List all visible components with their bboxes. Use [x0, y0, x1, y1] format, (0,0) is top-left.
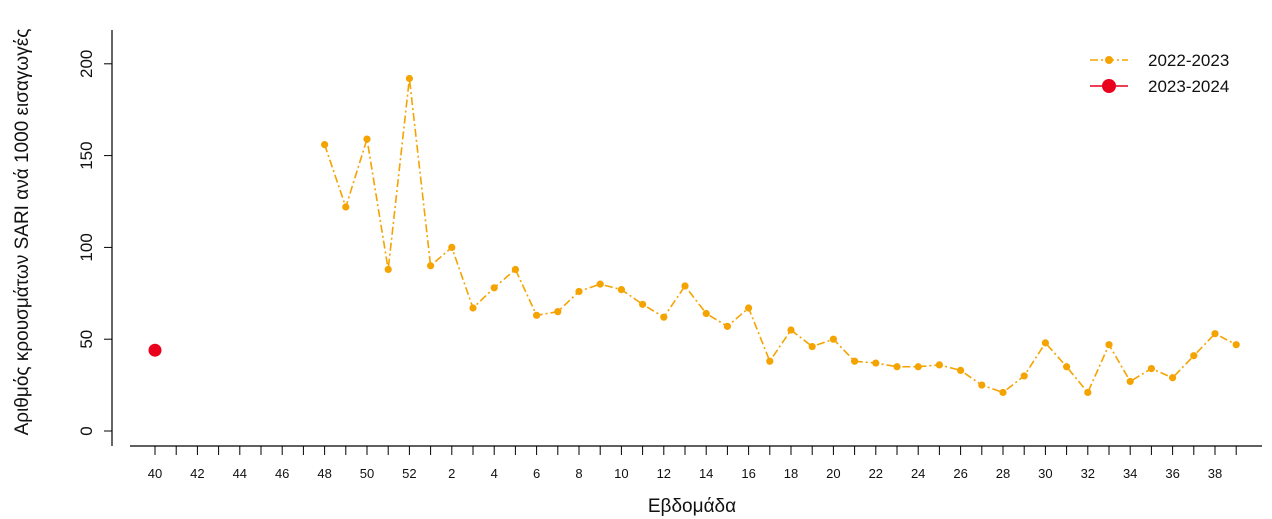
x-tick-label: 4	[491, 466, 498, 481]
data-point	[681, 282, 689, 290]
data-point	[1232, 341, 1240, 349]
x-tick-label: 26	[953, 466, 967, 481]
x-tick-label: 42	[190, 466, 204, 481]
x-tick-label: 36	[1165, 466, 1179, 481]
x-tick-label: 24	[911, 466, 925, 481]
data-point	[448, 243, 456, 251]
data-point	[148, 343, 162, 357]
data-point	[511, 265, 519, 274]
x-tick-label: 48	[317, 466, 331, 481]
data-point	[829, 335, 838, 343]
data-point	[808, 342, 816, 351]
data-point	[639, 300, 647, 308]
data-point	[1105, 341, 1113, 349]
data-point	[363, 135, 371, 143]
data-point	[1063, 363, 1071, 371]
data-point	[1020, 372, 1028, 380]
data-point	[384, 265, 392, 274]
data-point	[533, 311, 541, 319]
data-point	[893, 363, 901, 371]
x-tick-label: 8	[575, 466, 582, 481]
series-layer	[148, 74, 1240, 397]
x-tick-label: 16	[741, 466, 755, 481]
data-point	[935, 361, 944, 369]
legend: 2022-2023 2023-2024	[1090, 51, 1229, 96]
x-tick-label: 40	[148, 466, 162, 481]
data-point	[427, 262, 435, 270]
data-point	[1084, 388, 1092, 397]
data-point	[957, 366, 965, 375]
y-tick-label: 0	[77, 426, 96, 435]
data-point	[596, 280, 604, 288]
x-tick-label: 34	[1123, 466, 1137, 481]
legend-label-2022-2023: 2022-2023	[1148, 51, 1229, 70]
data-point	[1147, 364, 1155, 373]
x-tick-label: 22	[869, 466, 883, 481]
x-tick-label: 52	[402, 466, 416, 481]
data-point	[1041, 339, 1049, 347]
data-point	[999, 388, 1007, 397]
x-tick-label: 12	[657, 466, 671, 481]
data-point	[745, 304, 753, 312]
x-tick-label: 30	[1038, 466, 1052, 481]
y-tick-label: 200	[77, 50, 96, 78]
data-point	[321, 140, 329, 149]
x-tick-label: 20	[826, 466, 840, 481]
data-point	[872, 359, 880, 367]
data-point	[554, 308, 562, 316]
data-point	[575, 287, 583, 296]
data-point	[405, 74, 413, 83]
x-tick-label: 18	[784, 466, 798, 481]
x-tick-label: 2	[448, 466, 455, 481]
x-tick-label: 50	[360, 466, 374, 481]
legend-marker-2022-2023	[1105, 56, 1113, 64]
data-point	[766, 357, 774, 365]
series-line	[323, 78, 1237, 394]
series-2023-2024	[148, 343, 162, 357]
data-point	[978, 381, 986, 389]
x-tick-label: 32	[1081, 466, 1095, 481]
axes	[111, 30, 1262, 447]
data-point	[702, 309, 710, 318]
data-point	[1126, 377, 1134, 386]
data-point	[851, 357, 859, 365]
data-point	[1211, 330, 1219, 338]
legend-marker-2023-2024	[1102, 79, 1116, 93]
data-point	[490, 284, 498, 292]
x-tick-label: 6	[533, 466, 540, 481]
legend-label-2023-2024: 2023-2024	[1148, 77, 1229, 96]
data-point	[469, 304, 477, 312]
x-ticks: 40 42 44 46 48 50 52 2 4 6 8 10 12 14 16 18 20 22 24 26 28 30…	[148, 446, 1237, 481]
y-tick-label: 150	[77, 141, 96, 169]
data-point	[1190, 352, 1198, 360]
x-tick-label: 46	[275, 466, 289, 481]
data-point	[617, 286, 626, 294]
data-point	[342, 203, 350, 211]
y-axis-title: Αριθμός κρουσμάτων SARI ανά 1000 εισαγωγ…	[12, 29, 33, 436]
data-point	[914, 363, 922, 371]
series-2022-2023	[321, 74, 1240, 397]
y-tick-label: 100	[77, 233, 96, 261]
x-tick-label: 38	[1208, 466, 1222, 481]
x-axis-title: Εβδομάδα	[648, 496, 736, 517]
x-tick-label: 28	[996, 466, 1010, 481]
data-point	[660, 313, 668, 321]
data-point	[723, 322, 732, 330]
y-tick-label: 50	[77, 330, 96, 349]
x-tick-label: 44	[233, 466, 247, 481]
data-point	[787, 326, 795, 334]
x-tick-label: 14	[699, 466, 713, 481]
data-point	[1169, 374, 1177, 382]
x-tick-label: 10	[614, 466, 628, 481]
y-ticks: 0 50 100 150 200	[77, 50, 112, 436]
